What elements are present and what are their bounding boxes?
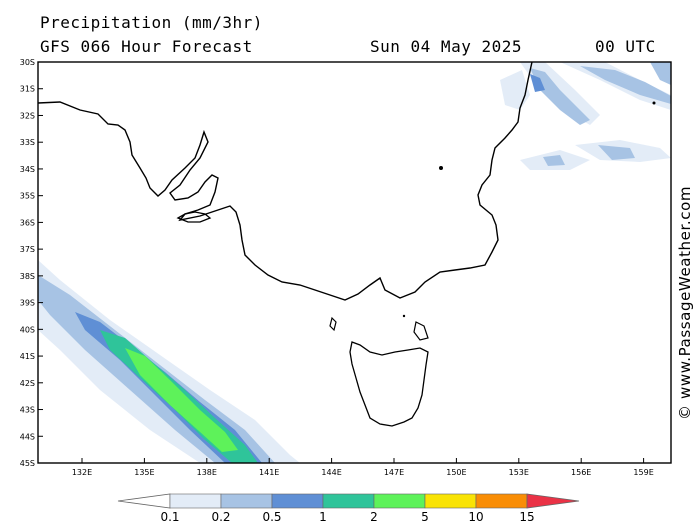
precip-light — [580, 66, 671, 104]
map-frame — [37, 61, 672, 464]
lord-howe-island — [439, 166, 443, 170]
lon-tick-label: 159E — [633, 468, 653, 477]
map-title: Precipitation (mm/3hr) — [40, 13, 263, 32]
legend-label: 0.1 — [160, 510, 179, 524]
lat-tick-label: 42S — [20, 379, 35, 388]
legend-label: 5 — [421, 510, 429, 524]
lat-tick-label: 33S — [20, 138, 35, 147]
lat-tick-label: 35S — [20, 192, 35, 201]
precip-light — [530, 68, 590, 125]
legend-swatch — [424, 493, 477, 509]
lat-tick-label: 40S — [20, 325, 35, 334]
precip-light — [598, 145, 635, 160]
offshore-island — [652, 101, 656, 105]
lon-tick-label: 150E — [446, 468, 466, 477]
legend-swatch — [271, 493, 324, 509]
legend-label: 0.2 — [211, 510, 230, 524]
forecast-time: 00 UTC — [595, 37, 656, 56]
lat-tick-label: 31S — [20, 85, 35, 94]
lat-tick-label: 45S — [20, 459, 35, 468]
kangaroo-island — [176, 211, 212, 223]
longitude-axis: 132E 135E 138E 141E 144E 147E 150E 153E 156E 159E — [72, 458, 654, 477]
latitude-axis: 30S 31S 32S 33S 34S 35S 36S 37S 38S 39S 40S 41S 42S 4… — [20, 58, 43, 468]
lat-tick-label: 34S — [20, 165, 35, 174]
legend-label: 10 — [468, 510, 483, 524]
lon-tick-label: 156E — [571, 468, 591, 477]
legend-label: 2 — [370, 510, 378, 524]
legend-swatch — [220, 493, 273, 509]
lat-tick-label: 36S — [20, 218, 35, 227]
lon-tick-label: 132E — [72, 468, 92, 477]
lat-tick-label: 43S — [20, 406, 35, 415]
legend-swatch — [322, 493, 375, 509]
legend-swatch-below — [117, 493, 171, 509]
precip-light — [650, 62, 671, 85]
lat-tick-label: 39S — [20, 299, 35, 308]
small-island — [402, 314, 406, 318]
lon-tick-label: 141E — [259, 468, 279, 477]
forecast-date: Sun 04 May 2025 — [370, 37, 522, 56]
precip-light — [543, 155, 565, 166]
lat-tick-label: 32S — [20, 111, 35, 120]
legend-swatch-above — [526, 493, 580, 509]
legend-label: 15 — [519, 510, 534, 524]
flinders-island — [413, 321, 429, 341]
lon-tick-label: 147E — [384, 468, 404, 477]
lon-tick-label: 138E — [197, 468, 217, 477]
tasmania-coastline — [349, 341, 429, 427]
lon-tick-label: 144E — [321, 468, 341, 477]
lon-tick-label: 135E — [134, 468, 154, 477]
map-area — [38, 62, 671, 463]
legend-swatch — [475, 493, 528, 509]
lat-tick-label: 30S — [20, 58, 35, 67]
precip-moderate — [530, 74, 545, 92]
legend-swatch — [169, 493, 222, 509]
legend-label: 0.5 — [262, 510, 281, 524]
precip-trace — [560, 62, 671, 110]
forecast-model: GFS 066 Hour Forecast — [40, 37, 253, 56]
legend-label: 1 — [319, 510, 327, 524]
precip-heavy — [125, 348, 238, 452]
lat-tick-label: 38S — [20, 272, 35, 281]
mainland-coastline — [38, 62, 533, 301]
lon-tick-label: 153E — [509, 468, 529, 477]
precip-trace — [38, 260, 300, 463]
lat-tick-label: 41S — [20, 352, 35, 361]
rain-streaks-northeast — [500, 62, 671, 170]
lat-tick-label: 37S — [20, 245, 35, 254]
lat-tick-label: 44S — [20, 432, 35, 441]
king-island — [329, 316, 337, 332]
rain-band-southwest — [38, 260, 300, 463]
precipitation-legend: 0.1 0.2 0.5 1 2 5 10 15 — [117, 493, 580, 524]
legend-swatch — [373, 493, 426, 509]
